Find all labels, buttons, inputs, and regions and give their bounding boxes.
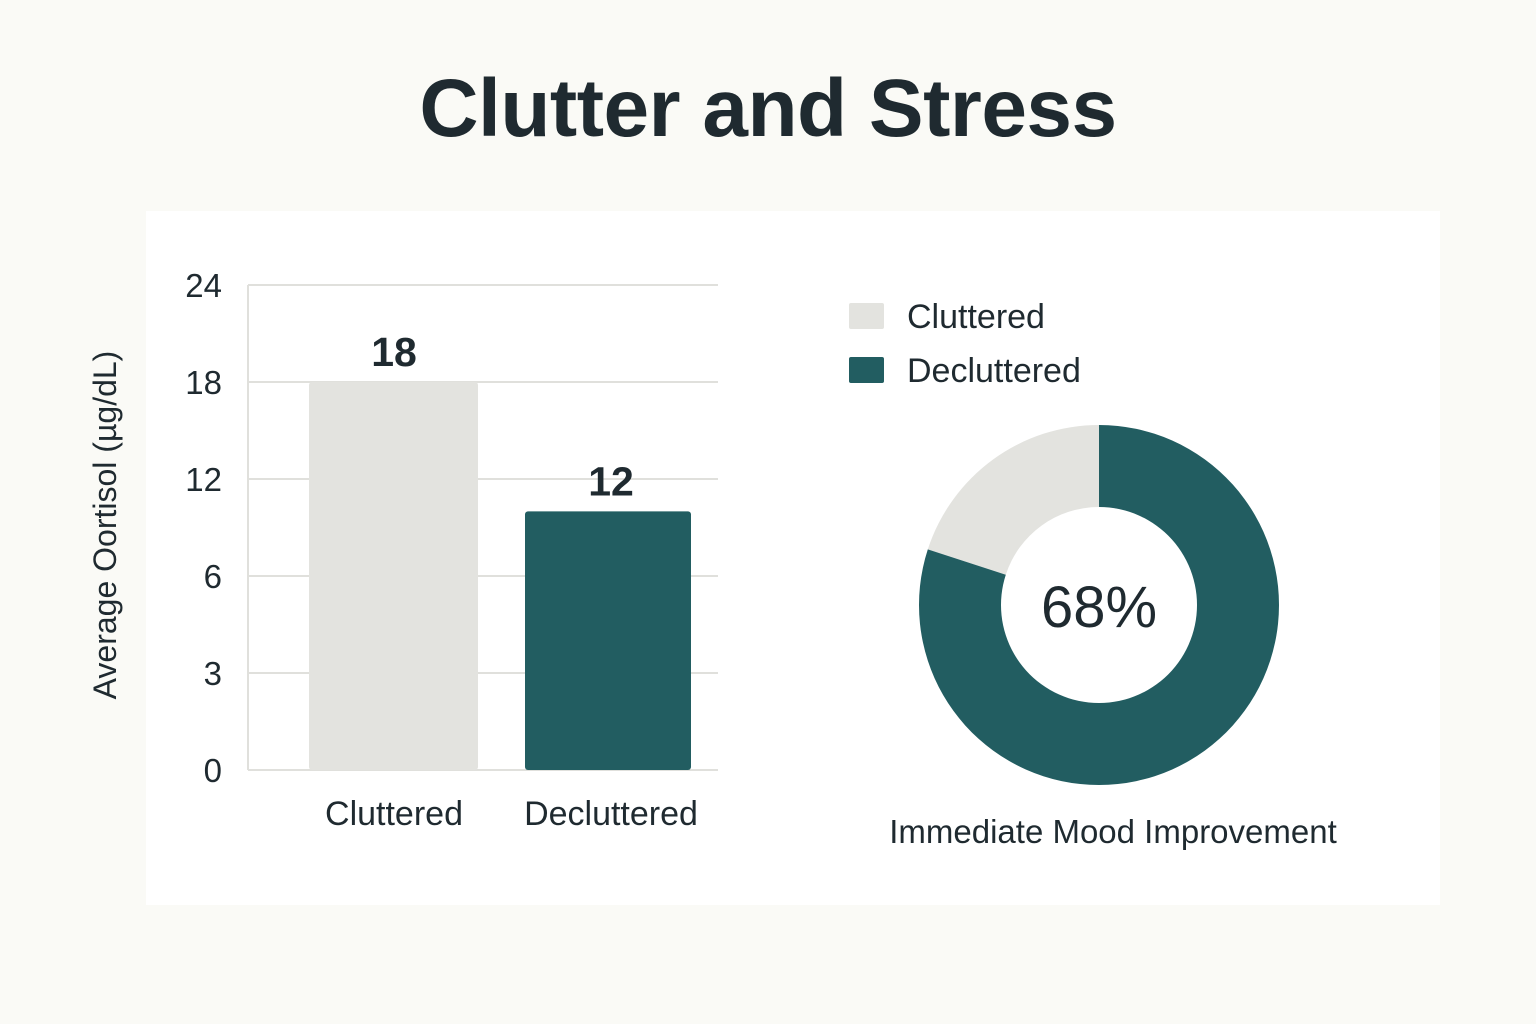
y-axis-title: Average Oortisol (µg/dL) <box>87 351 123 700</box>
x-tick-label: Decluttered <box>524 795 698 833</box>
donut-caption: Immediate Mood Improvement <box>889 813 1337 850</box>
donut-slice-decluttered <box>918 425 1279 785</box>
x-tick-label: Cluttered <box>325 795 463 833</box>
y-tick-label: 3 <box>204 655 222 692</box>
y-tick-label: 0 <box>204 752 222 789</box>
bar-cluttered <box>309 382 478 770</box>
bar-data-label: 18 <box>371 329 417 375</box>
bar-decluttered <box>525 511 691 770</box>
legend-label: Cluttered <box>907 298 1045 336</box>
y-tick-label: 24 <box>185 267 222 304</box>
y-tick-label: 12 <box>185 461 222 498</box>
legend-swatch-cluttered <box>849 303 884 329</box>
donut-chart: 68% Immediate Mood Improvement Cluttered De… <box>849 298 1337 850</box>
y-tick-label: 6 <box>204 558 222 595</box>
legend-label: Decluttered <box>907 352 1081 390</box>
legend-swatch-decluttered <box>849 357 884 383</box>
donut-center-label: 68% <box>1041 575 1157 640</box>
donut-slice-cluttered <box>927 425 1099 575</box>
page-title: Clutter and Stress <box>419 63 1117 154</box>
bar-data-label: 12 <box>588 458 634 504</box>
y-tick-label: 18 <box>185 364 222 401</box>
bar-chart: 0 3 6 12 18 24 Average Oortisol (µg/dL) 18 Clutt… <box>87 267 718 833</box>
